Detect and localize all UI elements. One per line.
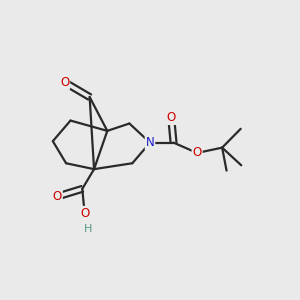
- Text: N: N: [146, 136, 154, 149]
- Text: O: O: [52, 190, 62, 203]
- Text: O: O: [60, 76, 69, 89]
- Text: O: O: [80, 207, 89, 220]
- Text: O: O: [167, 111, 176, 124]
- Text: O: O: [193, 146, 202, 159]
- Text: H: H: [84, 224, 92, 235]
